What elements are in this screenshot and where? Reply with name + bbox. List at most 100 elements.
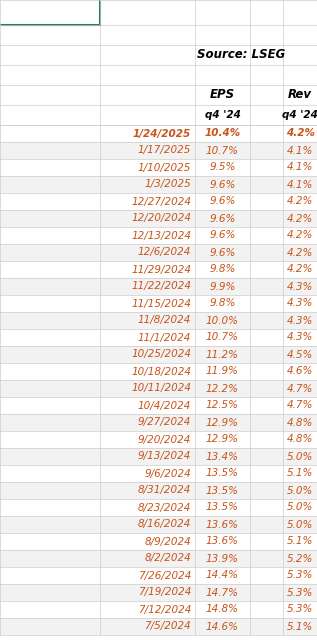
Text: 7/19/2024: 7/19/2024 bbox=[138, 588, 191, 598]
Text: 5.1%: 5.1% bbox=[287, 468, 313, 479]
Text: 7/12/2024: 7/12/2024 bbox=[138, 605, 191, 614]
Text: q4 '24: q4 '24 bbox=[282, 110, 317, 120]
Text: 4.8%: 4.8% bbox=[287, 417, 313, 428]
Text: 11.9%: 11.9% bbox=[206, 367, 239, 376]
Text: 8/2/2024: 8/2/2024 bbox=[144, 554, 191, 563]
Text: 4.2%: 4.2% bbox=[287, 230, 313, 241]
Text: 9.6%: 9.6% bbox=[209, 248, 236, 257]
Text: 4.1%: 4.1% bbox=[287, 179, 313, 189]
Bar bbox=[0, 448, 317, 465]
Text: 10.7%: 10.7% bbox=[206, 145, 239, 156]
Bar bbox=[0, 210, 317, 227]
Text: 4.1%: 4.1% bbox=[287, 145, 313, 156]
Bar bbox=[0, 414, 317, 431]
Text: 13.5%: 13.5% bbox=[206, 502, 239, 513]
Text: 5.1%: 5.1% bbox=[287, 536, 313, 547]
Bar bbox=[0, 142, 317, 159]
Text: 9.8%: 9.8% bbox=[209, 264, 236, 275]
Text: 14.7%: 14.7% bbox=[206, 588, 239, 598]
Text: 8/16/2024: 8/16/2024 bbox=[138, 520, 191, 529]
Bar bbox=[0, 550, 317, 567]
Text: 9.8%: 9.8% bbox=[209, 298, 236, 308]
Text: 14.8%: 14.8% bbox=[206, 605, 239, 614]
Text: 4.2%: 4.2% bbox=[287, 248, 313, 257]
Bar bbox=[0, 516, 317, 533]
Text: 7/26/2024: 7/26/2024 bbox=[138, 570, 191, 580]
Text: 12.9%: 12.9% bbox=[206, 435, 239, 445]
Text: 5.3%: 5.3% bbox=[287, 588, 313, 598]
Text: 10.7%: 10.7% bbox=[206, 333, 239, 342]
Text: 12.9%: 12.9% bbox=[206, 417, 239, 428]
Text: 9.6%: 9.6% bbox=[209, 196, 236, 207]
Text: 10/11/2024: 10/11/2024 bbox=[131, 383, 191, 394]
Text: 1/17/2025: 1/17/2025 bbox=[138, 145, 191, 156]
Text: 5.2%: 5.2% bbox=[287, 554, 313, 563]
Text: 11/22/2024: 11/22/2024 bbox=[131, 282, 191, 291]
Text: 9/6/2024: 9/6/2024 bbox=[144, 468, 191, 479]
Text: 10.0%: 10.0% bbox=[206, 316, 239, 326]
Text: 4.2%: 4.2% bbox=[287, 196, 313, 207]
Text: 4.3%: 4.3% bbox=[287, 282, 313, 291]
Text: 4.2%: 4.2% bbox=[287, 264, 313, 275]
Text: 12/6/2024: 12/6/2024 bbox=[138, 248, 191, 257]
Text: 1/3/2025: 1/3/2025 bbox=[144, 179, 191, 189]
Text: 4.7%: 4.7% bbox=[287, 383, 313, 394]
Text: 13.5%: 13.5% bbox=[206, 486, 239, 495]
Text: 5.0%: 5.0% bbox=[287, 502, 313, 513]
Text: 1/24/2025: 1/24/2025 bbox=[133, 129, 191, 138]
Text: 4.7%: 4.7% bbox=[287, 401, 313, 410]
Text: 8/31/2024: 8/31/2024 bbox=[138, 486, 191, 495]
Text: Rev: Rev bbox=[288, 88, 312, 102]
Text: 5.3%: 5.3% bbox=[287, 605, 313, 614]
Text: 4.1%: 4.1% bbox=[287, 163, 313, 173]
Text: 8/9/2024: 8/9/2024 bbox=[144, 536, 191, 547]
Text: 13.6%: 13.6% bbox=[206, 520, 239, 529]
Text: 7/5/2024: 7/5/2024 bbox=[144, 621, 191, 632]
Text: 10/25/2024: 10/25/2024 bbox=[131, 349, 191, 360]
Bar bbox=[0, 278, 317, 295]
Text: 13.9%: 13.9% bbox=[206, 554, 239, 563]
Bar bbox=[0, 482, 317, 499]
Text: 5.0%: 5.0% bbox=[287, 451, 313, 461]
Bar bbox=[0, 618, 317, 635]
Text: 11/1/2024: 11/1/2024 bbox=[138, 333, 191, 342]
Text: q4 '24: q4 '24 bbox=[204, 110, 240, 120]
Bar bbox=[0, 312, 317, 329]
Text: 11/29/2024: 11/29/2024 bbox=[131, 264, 191, 275]
Text: 12.5%: 12.5% bbox=[206, 401, 239, 410]
Text: 13.6%: 13.6% bbox=[206, 536, 239, 547]
Text: 12/20/2024: 12/20/2024 bbox=[131, 214, 191, 223]
Text: 4.2%: 4.2% bbox=[287, 214, 313, 223]
Text: 10/4/2024: 10/4/2024 bbox=[138, 401, 191, 410]
Text: 5.3%: 5.3% bbox=[287, 570, 313, 580]
Bar bbox=[0, 380, 317, 397]
Text: 1/10/2025: 1/10/2025 bbox=[138, 163, 191, 173]
Text: 4.3%: 4.3% bbox=[287, 298, 313, 308]
Text: 4.5%: 4.5% bbox=[287, 349, 313, 360]
Text: 4.2%: 4.2% bbox=[286, 129, 314, 138]
Text: 11/8/2024: 11/8/2024 bbox=[138, 316, 191, 326]
Text: 12/13/2024: 12/13/2024 bbox=[131, 230, 191, 241]
Text: 10.4%: 10.4% bbox=[204, 129, 241, 138]
Text: 12/27/2024: 12/27/2024 bbox=[131, 196, 191, 207]
Text: 4.3%: 4.3% bbox=[287, 316, 313, 326]
Text: 9.6%: 9.6% bbox=[209, 230, 236, 241]
Text: 9/13/2024: 9/13/2024 bbox=[138, 451, 191, 461]
Text: 5.0%: 5.0% bbox=[287, 486, 313, 495]
Text: 11.2%: 11.2% bbox=[206, 349, 239, 360]
Text: 14.4%: 14.4% bbox=[206, 570, 239, 580]
Bar bbox=[0, 584, 317, 601]
Bar bbox=[0, 176, 317, 193]
Text: 4.3%: 4.3% bbox=[287, 333, 313, 342]
Text: 9.6%: 9.6% bbox=[209, 214, 236, 223]
Text: 12.2%: 12.2% bbox=[206, 383, 239, 394]
Text: 8/23/2024: 8/23/2024 bbox=[138, 502, 191, 513]
Text: 14.6%: 14.6% bbox=[206, 621, 239, 632]
Text: 5.1%: 5.1% bbox=[287, 621, 313, 632]
Text: 4.6%: 4.6% bbox=[287, 367, 313, 376]
Bar bbox=[0, 346, 317, 363]
Text: Source: LSEG: Source: LSEG bbox=[197, 49, 285, 61]
Text: 9.5%: 9.5% bbox=[209, 163, 236, 173]
Text: EPS: EPS bbox=[210, 88, 235, 102]
Bar bbox=[0, 244, 317, 261]
